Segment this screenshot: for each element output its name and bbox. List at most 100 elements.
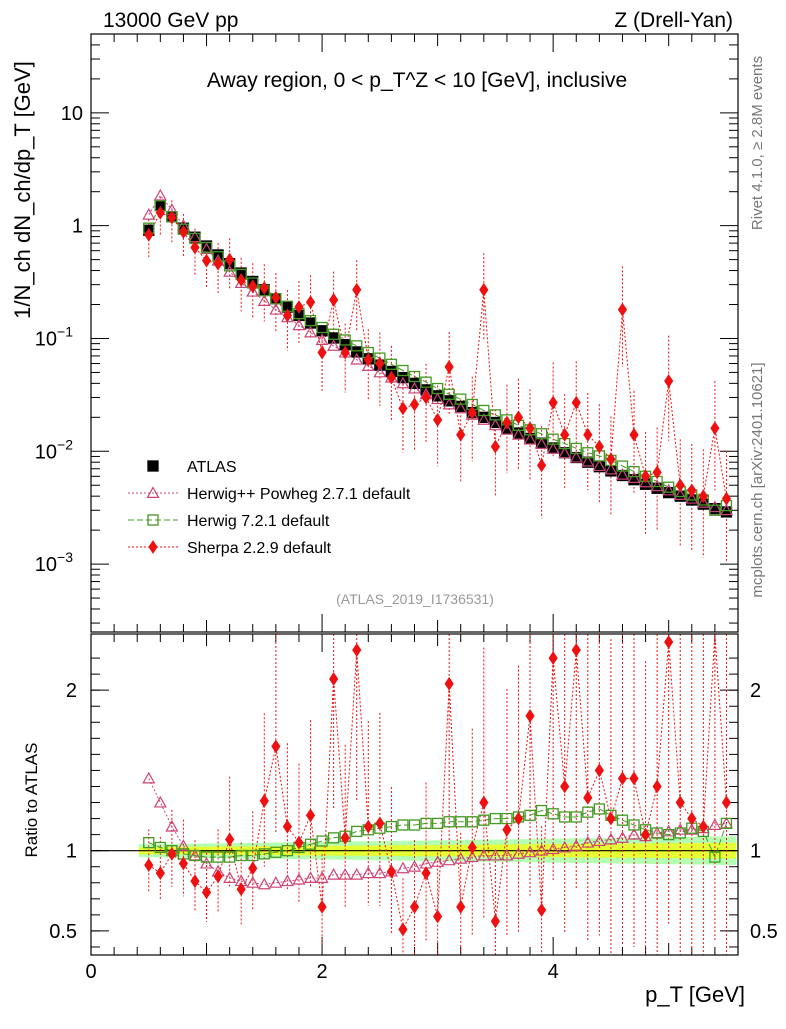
main-ytick-label: 10−3 bbox=[35, 549, 73, 576]
sherpa-point bbox=[721, 491, 732, 506]
main-ytick-label: 1 bbox=[72, 216, 83, 238]
herwig-pp-point bbox=[269, 302, 283, 315]
ratio-ytick-label-right: 0.5 bbox=[750, 921, 778, 943]
sherpa-point bbox=[617, 771, 628, 786]
sherpa-line bbox=[148, 212, 727, 499]
herwig7-point bbox=[397, 364, 409, 377]
sherpa-point bbox=[259, 794, 269, 808]
sherpa-point bbox=[178, 856, 189, 871]
sherpa-point bbox=[386, 370, 396, 385]
herwig7-ratio-point bbox=[478, 814, 490, 826]
sherpa-point bbox=[490, 439, 500, 454]
herwig7-ratio-point bbox=[397, 819, 409, 831]
xtick-label: 0 bbox=[85, 961, 96, 983]
sherpa-point bbox=[236, 882, 246, 897]
sherpa-point bbox=[317, 899, 327, 914]
rivet-label: Rivet 4.1.0, ≥ 2.8M events bbox=[749, 56, 766, 230]
ratio-frame bbox=[90, 633, 739, 956]
sherpa-point bbox=[594, 439, 604, 454]
sherpa-point bbox=[421, 390, 431, 405]
sherpa-point bbox=[640, 469, 651, 484]
sherpa-point bbox=[675, 478, 685, 493]
herwig-pp-point bbox=[396, 376, 410, 389]
herwig7-ratio-point bbox=[223, 851, 236, 863]
sherpa-point bbox=[201, 253, 212, 268]
sherpa-point bbox=[213, 256, 223, 271]
main-frame bbox=[90, 33, 739, 633]
herwig-pp-point bbox=[146, 486, 160, 498]
herwig7-ratio-point bbox=[351, 825, 363, 838]
herwig-pp-point bbox=[592, 834, 606, 847]
sherpa-point bbox=[248, 279, 258, 294]
herwig7-point bbox=[478, 404, 490, 417]
sherpa-point bbox=[352, 282, 362, 297]
herwig-pp-point bbox=[465, 850, 479, 863]
sherpa-point bbox=[456, 899, 466, 914]
sherpa-point bbox=[190, 240, 200, 255]
herwig7-point bbox=[408, 370, 421, 383]
herwig-pp-point bbox=[153, 188, 167, 201]
herwig-pp-point bbox=[165, 819, 179, 832]
herwig7-ratio-point bbox=[593, 803, 606, 815]
herwig-pp-point bbox=[696, 495, 710, 508]
herwig7-ratio-point bbox=[200, 851, 213, 863]
sherpa-point bbox=[513, 410, 524, 425]
herwig-pp-point bbox=[361, 359, 375, 372]
sherpa-point bbox=[687, 483, 697, 498]
herwig-pp-point bbox=[604, 832, 618, 845]
legend-label: ATLAS bbox=[187, 459, 237, 476]
herwig-pp-point bbox=[176, 839, 190, 851]
herwig7-ratio-point bbox=[270, 846, 282, 858]
herwig-pp-point bbox=[246, 284, 260, 297]
sherpa-point bbox=[398, 922, 408, 937]
main-title: Away region, 0 < p_T^Z < 10 [GeV], inclu… bbox=[207, 69, 627, 92]
herwig-pp-point bbox=[442, 853, 456, 866]
main-ytick-label: 10−1 bbox=[35, 323, 73, 350]
herwig-pp-point bbox=[327, 868, 341, 880]
herwig-pp-point bbox=[685, 823, 699, 835]
energy-label: 13000 GeV pp bbox=[103, 9, 238, 32]
sherpa-point bbox=[201, 885, 212, 900]
sherpa-point bbox=[329, 672, 339, 686]
herwig-pp-point bbox=[581, 454, 595, 467]
sherpa-point bbox=[640, 827, 651, 842]
sherpa-point bbox=[167, 846, 177, 861]
herwig-pp-point bbox=[142, 771, 156, 784]
sherpa-point bbox=[513, 811, 524, 826]
ratio-ytick-label: 0.5 bbox=[49, 921, 77, 943]
herwig7-ratio-point bbox=[709, 851, 721, 863]
herwig7-ratio-point bbox=[443, 816, 455, 828]
herwig-pp-point bbox=[546, 842, 560, 855]
herwig7-ratio-point bbox=[143, 837, 155, 849]
herwig7-ratio-point bbox=[628, 819, 640, 831]
herwig7-ratio-point bbox=[304, 838, 317, 850]
atlas-point bbox=[478, 411, 490, 423]
sherpa-point bbox=[664, 635, 674, 649]
herwig-pp-point bbox=[708, 818, 722, 830]
herwig-pp-point bbox=[535, 437, 549, 450]
herwig7-point bbox=[582, 447, 594, 459]
main-ytick-label: 10 bbox=[61, 103, 83, 125]
data-series bbox=[142, 188, 733, 955]
herwig7-ratio-point bbox=[524, 809, 536, 822]
sherpa-point bbox=[675, 795, 685, 810]
herwig-pp-point bbox=[477, 848, 491, 861]
herwig-pp-point bbox=[627, 827, 641, 840]
atlas-point bbox=[489, 416, 502, 429]
atlas-point bbox=[628, 474, 640, 486]
herwig7-ratio-point bbox=[547, 808, 559, 820]
herwig-pp-point bbox=[511, 428, 526, 440]
sherpa-point bbox=[525, 421, 535, 436]
atlas-point bbox=[443, 395, 455, 407]
sherpa-point bbox=[167, 210, 177, 225]
sherpa-point bbox=[444, 359, 454, 374]
herwig-pp-point bbox=[719, 503, 733, 516]
herwig-pp-point bbox=[431, 392, 445, 405]
sherpa-point bbox=[375, 356, 385, 371]
sherpa-point bbox=[502, 822, 512, 837]
sherpa-point bbox=[144, 227, 154, 242]
herwig7-point bbox=[385, 358, 398, 370]
sherpa-point bbox=[155, 866, 165, 881]
sherpa-point bbox=[282, 819, 293, 834]
